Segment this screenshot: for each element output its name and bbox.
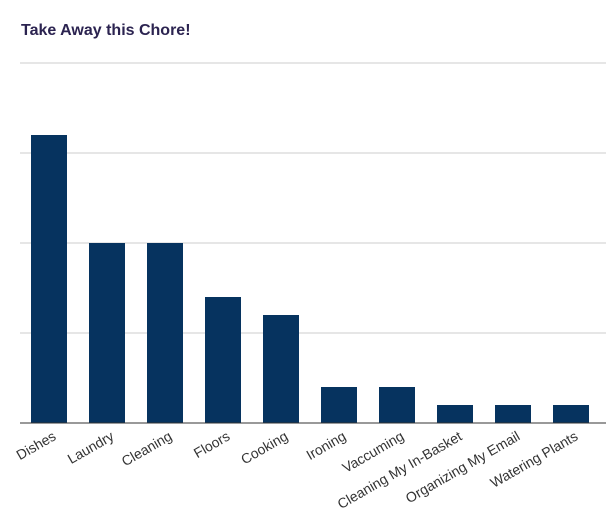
bar-organizing-my-email — [495, 405, 531, 423]
bar-cooking — [263, 315, 299, 423]
chart-title: Take Away this Chore! — [21, 22, 191, 39]
x-tick-label: Dishes — [13, 428, 58, 463]
bar-laundry — [89, 243, 125, 423]
bar-cleaning-my-in-basket — [437, 405, 473, 423]
bar-cleaning — [147, 243, 183, 423]
bar-ironing — [321, 387, 357, 423]
bar-watering-plants — [553, 405, 589, 423]
x-tick-label: Ironing — [303, 428, 348, 463]
x-tick-label: Cooking — [238, 428, 290, 468]
bar-floors — [205, 297, 241, 423]
x-tick-label: Cleaning — [119, 428, 175, 469]
x-tick-label: Floors — [191, 428, 233, 461]
x-tick-labels: Dishes Laundry Cleaning Floors Cooking Ironin… — [13, 428, 580, 512]
bar-vaccuming — [379, 387, 415, 423]
bars — [31, 135, 589, 423]
bar-dishes — [31, 135, 67, 423]
x-tick-label: Laundry — [65, 428, 117, 467]
